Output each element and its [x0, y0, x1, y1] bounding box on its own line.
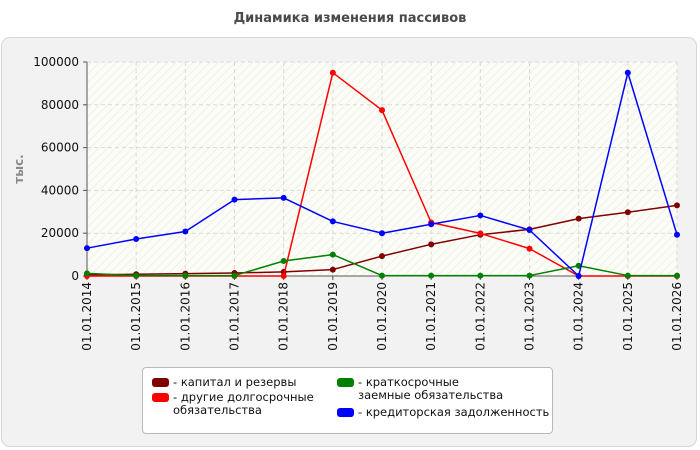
x-tick-label: 01.01.2024: [572, 282, 586, 351]
data-point: [280, 194, 287, 201]
y-tick-label: 60000: [41, 141, 79, 155]
x-tick-label: 01.01.2022: [473, 282, 487, 351]
data-point: [231, 272, 238, 279]
data-point: [133, 235, 140, 242]
data-point: [428, 221, 435, 228]
legend-item-short-term: - краткосрочные заемные обязательства: [337, 376, 508, 402]
data-point: [674, 231, 680, 238]
x-tick-label: 01.01.2021: [424, 282, 438, 351]
data-point: [329, 218, 336, 225]
legend-swatch: [152, 393, 169, 402]
legend-label: капитал и резервы: [180, 375, 297, 389]
data-point: [329, 69, 336, 76]
legend-label: другие долгосрочные обязательства: [173, 390, 314, 417]
data-point: [182, 228, 189, 235]
data-point: [379, 107, 385, 114]
x-tick-label: 01.01.2026: [670, 282, 684, 351]
series-2: [84, 251, 680, 279]
y-tick-label: 0: [71, 269, 79, 283]
data-point: [84, 245, 90, 252]
y-tick-label: 40000: [41, 183, 79, 197]
legend-item-capital: - капитал и резервы: [152, 376, 296, 389]
data-point: [624, 209, 631, 216]
y-tick-label: 80000: [41, 98, 79, 112]
legend-item-long-term: - другие долгосрочные обязательства: [152, 391, 323, 417]
legend-label: кредиторская задолженность: [365, 405, 550, 419]
y-tick-label: 100000: [33, 55, 79, 69]
y-tick-label: 20000: [41, 226, 79, 240]
data-point: [526, 272, 533, 279]
data-point: [477, 212, 484, 219]
legend-item-payables: - кредиторская задолженность: [337, 406, 549, 419]
legend-swatch: [152, 378, 169, 387]
x-tick-label: 01.01.2025: [621, 282, 635, 351]
data-point: [280, 273, 287, 279]
gridlines: [87, 61, 678, 276]
chart-legend: - капитал и резервы - другие долгосрочны…: [142, 367, 553, 434]
data-point: [624, 272, 631, 279]
data-point: [133, 272, 140, 279]
data-point: [575, 273, 582, 279]
data-point: [526, 245, 533, 252]
x-tick-label: 01.01.2018: [277, 282, 291, 351]
series-lines: [84, 69, 680, 279]
data-point: [231, 196, 238, 203]
x-tick-label: 01.01.2015: [129, 282, 143, 351]
legend-swatch: [337, 378, 354, 387]
data-point: [329, 266, 336, 273]
data-point: [477, 230, 484, 237]
data-point: [575, 215, 582, 222]
x-tick-label: 01.01.2016: [178, 282, 192, 351]
x-tick-label: 01.01.2019: [326, 282, 340, 351]
data-point: [477, 272, 484, 279]
data-point: [428, 272, 435, 279]
x-tick-label: 01.01.2017: [228, 282, 242, 351]
chart-title: Динамика изменения пассивов: [233, 11, 467, 26]
data-point: [379, 272, 385, 279]
series-3: [84, 69, 680, 279]
data-point: [182, 272, 189, 279]
x-tick-label: 01.01.2020: [375, 282, 389, 351]
data-point: [379, 230, 385, 237]
data-point: [329, 251, 336, 258]
y-axis-label: тыс.: [12, 154, 26, 183]
data-point: [428, 241, 435, 248]
data-point: [674, 272, 680, 279]
x-tick-label: 01.01.2014: [80, 282, 94, 351]
data-point: [280, 258, 287, 265]
data-point: [379, 253, 385, 260]
data-point: [624, 69, 631, 76]
data-point: [526, 226, 533, 233]
data-point: [674, 202, 680, 209]
x-tick-label: 01.01.2023: [523, 282, 537, 351]
data-point: [84, 270, 90, 277]
x-tick-labels: 01.01.2014 01.01.2015 01.01.2016 01.01.2017…: [80, 282, 684, 351]
legend-swatch: [337, 408, 354, 417]
y-tick-labels: 0 20000 40000 60000 80000 100000: [33, 55, 79, 283]
legend-label: краткосрочные заемные обязательства: [358, 375, 504, 402]
